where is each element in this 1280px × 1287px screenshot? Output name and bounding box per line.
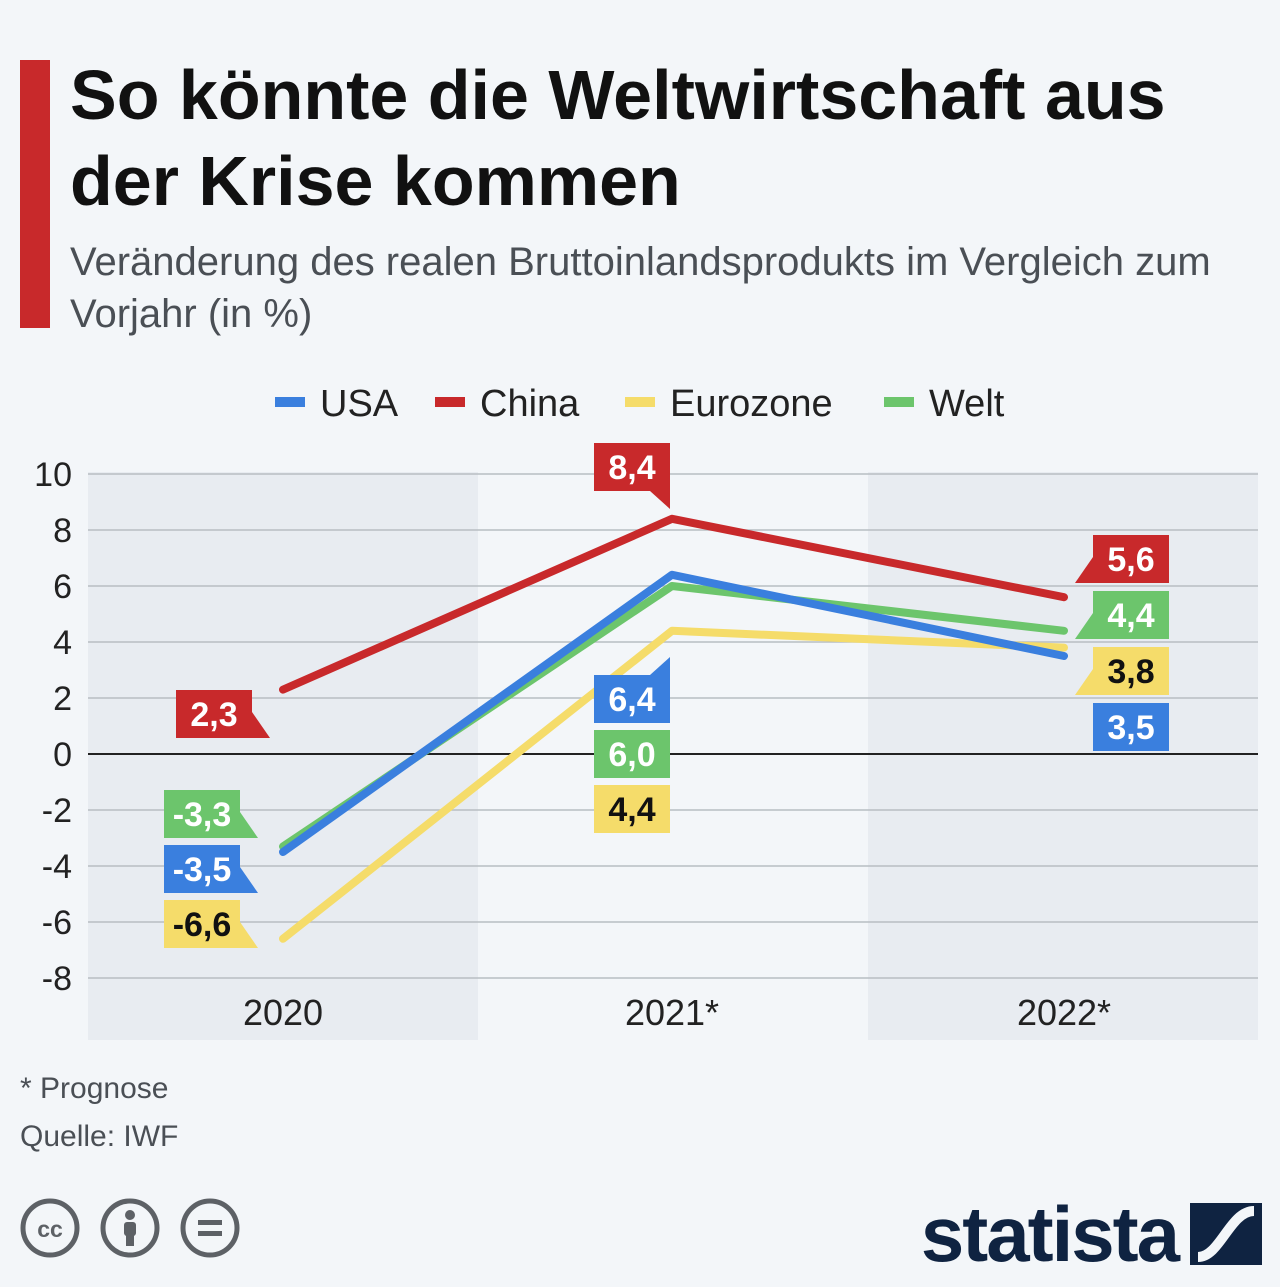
data-label: -3,5 [164,845,258,893]
series-line [279,570,1068,856]
data-label: 3,5 [1093,703,1169,751]
band-1 [868,472,1258,1040]
data-label-text: 4,4 [608,791,655,829]
y-tick-label: 10 [34,456,72,494]
license-icons: cc [20,1198,240,1258]
svg-text:cc: cc [37,1216,63,1242]
data-label: 8,4 [594,443,670,509]
data-label: 3,8 [1075,647,1169,695]
legend-label: Eurozone [670,383,833,425]
data-label: 4,4 [1075,591,1169,639]
legend-label: China [480,383,580,425]
x-tick-label: 2020 [243,992,323,1033]
legend-label: Welt [929,383,1005,425]
legend-swatch [884,397,914,407]
y-tick-label: -2 [42,792,72,830]
data-label-text: 3,8 [1107,653,1154,691]
footnote-prognose: * Prognose [20,1072,169,1105]
chart-subtitle: Veränderung des realen Bruttoinlandsprod… [70,240,1211,336]
by-icon[interactable] [100,1198,160,1258]
y-tick-label: -6 [42,904,72,942]
data-label: 5,6 [1075,535,1169,583]
legend-swatch [435,397,465,407]
y-tick-label: 0 [53,736,72,774]
series-line [279,626,1068,943]
data-label-text: 4,4 [1107,597,1154,635]
data-label: 4,4 [594,785,670,833]
legend-swatch [625,397,655,407]
data-label-text: 2,3 [190,696,237,734]
line-chart: 10 8 6 4 2 0 -2 -4 -6 -8 2020 2021* 2022* USA China Eur… [34,383,1258,1040]
data-label-text: 3,5 [1107,709,1154,747]
data-label-text: 8,4 [608,449,655,487]
y-tick-label: 8 [53,512,72,550]
x-tick-label: 2022* [1017,992,1111,1033]
data-label-text: -6,6 [173,906,232,944]
data-label-text: 6,0 [608,736,655,774]
legend-label: USA [320,383,399,425]
data-label-text: 5,6 [1107,541,1154,579]
y-tick-label: 6 [53,568,72,606]
cc-icon[interactable]: cc [20,1198,80,1258]
chart-title: So könnte die Weltwirtschaft aus der Kri… [70,56,1166,220]
legend-swatch [275,397,305,407]
nd-icon[interactable] [180,1198,240,1258]
accent-bar [20,60,50,328]
y-tick-label: -8 [42,960,72,998]
y-tick-label: 2 [53,680,72,718]
x-tick-label: 2021* [625,992,719,1033]
series-line [279,514,1068,694]
data-label-text: 6,4 [608,681,655,719]
data-label: 6,4 [594,657,670,723]
y-tick-label: 4 [53,624,72,662]
data-label-text: -3,3 [173,796,232,834]
brand-text: statista [920,1190,1180,1278]
y-tick-label: -4 [42,848,72,886]
data-label: 6,0 [594,730,670,778]
data-label: -6,6 [164,900,258,948]
statista-mark-icon [1190,1203,1262,1265]
data-label: 2,3 [176,690,270,738]
statista-logo[interactable]: statista [921,1194,1262,1274]
data-label-text: -3,5 [173,851,232,889]
source-note: Quelle: IWF [20,1120,179,1153]
data-label: -3,3 [164,790,258,838]
